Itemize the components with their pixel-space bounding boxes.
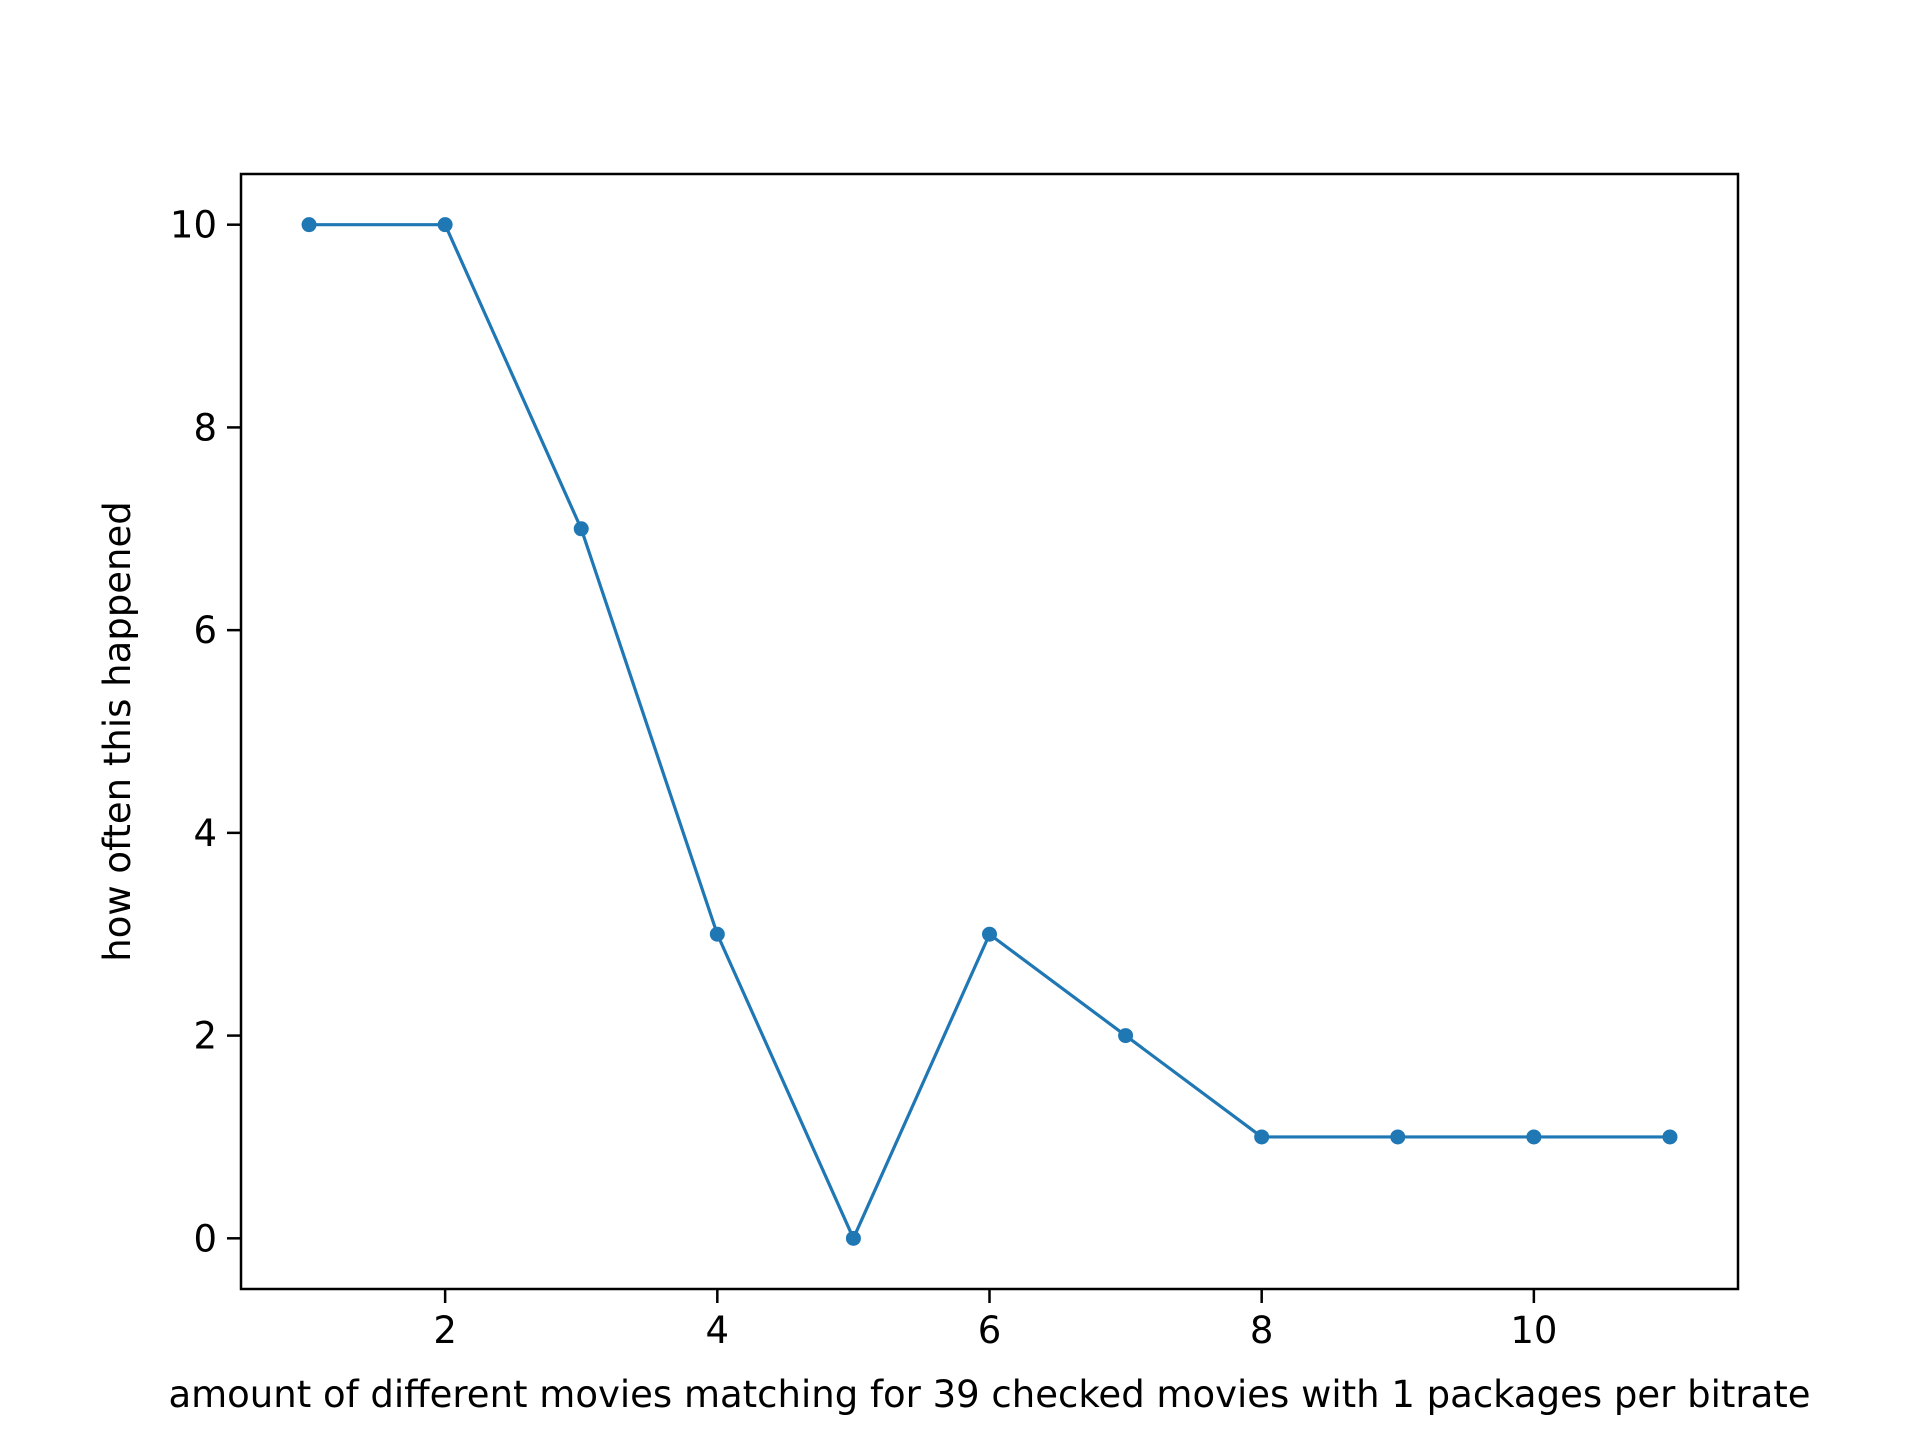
y-tick-label: 8 — [193, 406, 217, 449]
data-point — [1118, 1028, 1134, 1044]
plot-frame — [239, 172, 1740, 1291]
y-tick-label: 0 — [193, 1217, 217, 1260]
y-axis-label: how often this happened — [96, 501, 139, 961]
data-point — [1390, 1129, 1406, 1145]
data-point — [982, 926, 997, 942]
y-tick-label: 10 — [170, 204, 217, 247]
data-point — [1254, 1129, 1270, 1145]
y-tick-label: 2 — [193, 1015, 217, 1058]
data-point — [845, 1230, 861, 1246]
data-point — [1662, 1129, 1678, 1145]
data-point — [1526, 1129, 1542, 1145]
data-point — [573, 521, 589, 537]
x-tick-label: 4 — [706, 1309, 730, 1352]
x-tick-label: 8 — [1250, 1309, 1274, 1352]
x-tick-label: 6 — [978, 1309, 1002, 1352]
series-layer — [301, 217, 1678, 1246]
axes-layer: 2 4 6 8 10 0 2 4 6 8 10 — [170, 204, 1558, 1352]
y-tick-label: 4 — [193, 812, 217, 855]
x-tick-label: 2 — [433, 1309, 457, 1352]
data-point — [301, 217, 317, 233]
y-tick-label: 6 — [193, 609, 217, 652]
data-point — [437, 217, 453, 233]
x-tick-label: 10 — [1510, 1309, 1557, 1352]
x-axis-label: amount of different movies matching for … — [168, 1373, 1810, 1416]
data-point — [709, 926, 725, 942]
series-line — [307, 223, 1672, 1240]
